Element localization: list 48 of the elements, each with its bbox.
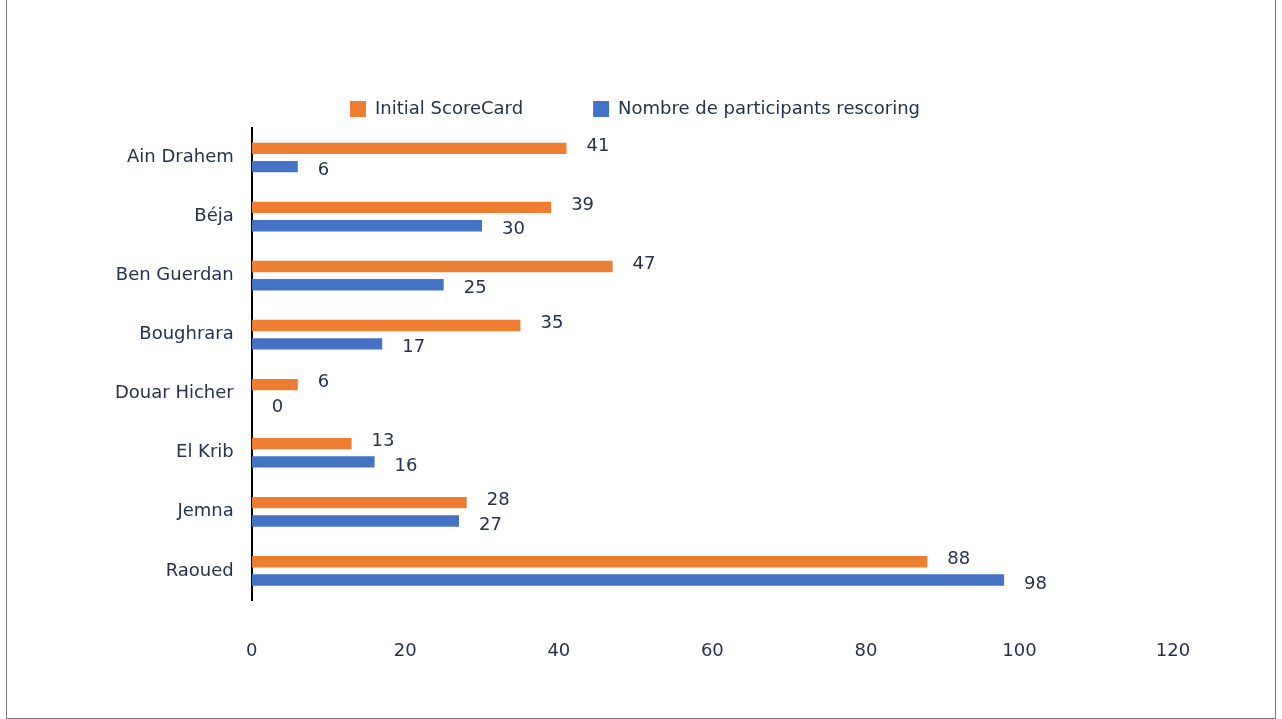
bar: [251, 220, 483, 232]
bar: [251, 556, 928, 568]
legend-label: Initial ScoreCard: [375, 96, 524, 118]
x-tick-label: 40: [547, 638, 571, 660]
bar: [251, 142, 567, 155]
data-label: 17: [402, 335, 426, 357]
y-tick-label: Ben Guerdan: [115, 263, 234, 285]
data-label: 13: [371, 429, 395, 451]
y-tick-label: Douar Hicher: [115, 381, 235, 403]
bar: [251, 456, 375, 468]
data-label: 41: [586, 134, 610, 156]
y-tick-label: El Krib: [176, 440, 234, 462]
bar: [251, 437, 352, 450]
bar: [251, 515, 460, 527]
x-tick-label: 100: [1002, 638, 1037, 660]
x-tick-label: 120: [1155, 638, 1191, 660]
x-tick-label: 0: [246, 638, 258, 660]
bar: [251, 161, 298, 173]
data-label: 98: [1024, 571, 1048, 593]
bar: [251, 319, 521, 332]
bar: [251, 497, 467, 509]
data-label: 28: [486, 488, 510, 510]
y-tick-label: Jemna: [176, 499, 234, 521]
bar: [251, 378, 298, 391]
data-label: 35: [540, 311, 564, 333]
y-tick-label: Béja: [194, 204, 234, 226]
bar: [251, 201, 552, 214]
y-tick-label: Raoued: [165, 558, 234, 580]
bar: [251, 338, 383, 350]
x-tick-label: 80: [854, 638, 878, 660]
data-label: 88: [947, 547, 971, 569]
legend-label: Nombre de participants rescoring: [618, 96, 920, 118]
data-label: 47: [632, 252, 656, 274]
data-label: 6: [317, 158, 330, 180]
y-tick-label: Ain Drahem: [126, 145, 234, 167]
data-label: 27: [479, 512, 502, 534]
data-label: 39: [571, 193, 595, 215]
data-label: 30: [502, 217, 525, 239]
data-label: 16: [394, 453, 418, 475]
y-tick-label: Boughrara: [139, 322, 234, 344]
bar: [251, 279, 444, 291]
bar: [251, 574, 1005, 586]
x-tick-label: 20: [393, 638, 417, 660]
x-tick-label: 60: [700, 638, 724, 660]
data-label: 0: [271, 394, 284, 416]
data-label: 25: [463, 276, 487, 298]
bar: [251, 260, 613, 273]
data-label: 6: [317, 370, 330, 392]
